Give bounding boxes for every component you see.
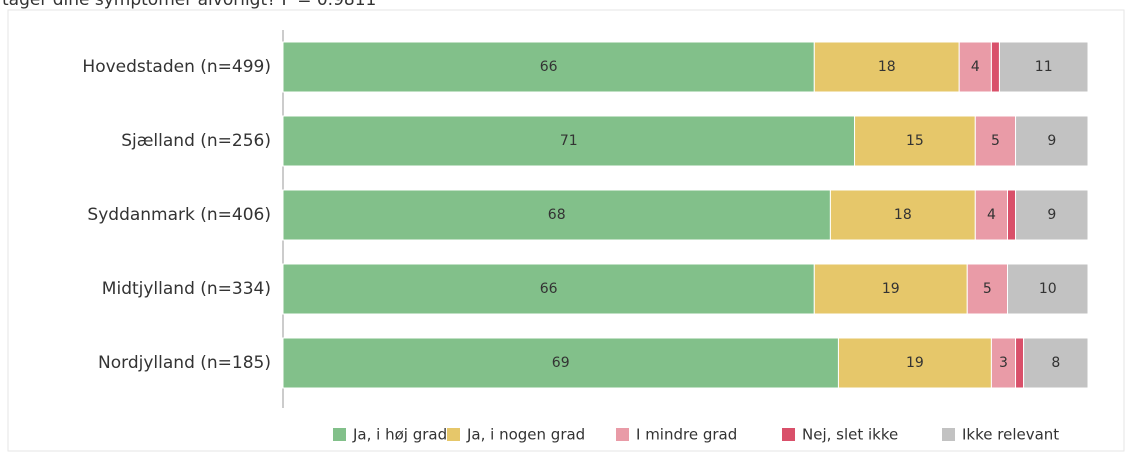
y-tick-label: Hovedstaden (n=499) — [82, 57, 271, 77]
legend-label: Ja, i høj grad — [352, 426, 447, 444]
data-label: 69 — [552, 355, 570, 371]
bar-segment — [974, 115, 1017, 167]
data-label: 11 — [1035, 59, 1053, 75]
bar-segment — [854, 115, 976, 167]
bar-segment — [813, 263, 968, 315]
data-label: 5 — [983, 281, 992, 297]
legend-swatch — [782, 428, 795, 441]
bar-segment — [1023, 337, 1089, 389]
y-tick-label: Nordjylland (n=185) — [98, 353, 271, 373]
data-label: 15 — [906, 133, 924, 149]
data-label: 9 — [1047, 207, 1056, 223]
bar-segment — [974, 189, 1008, 241]
y-tick-label: Sjælland (n=256) — [121, 131, 271, 151]
data-label: 18 — [878, 59, 896, 75]
data-label: 18 — [894, 207, 912, 223]
data-label: 19 — [906, 355, 924, 371]
legend-label: I mindre grad — [636, 426, 737, 444]
bar-segment — [282, 41, 815, 93]
bar-segment — [1015, 115, 1089, 167]
data-label: 10 — [1039, 281, 1057, 297]
bar-segment — [1015, 189, 1089, 241]
y-tick-label: Midtjylland (n=334) — [102, 279, 271, 299]
bar-segment — [282, 189, 831, 241]
bar-segment — [282, 263, 815, 315]
data-label: 4 — [971, 59, 980, 75]
data-label: 9 — [1047, 133, 1056, 149]
bar-segment — [1007, 189, 1017, 241]
chart-title: tager dine symptomer alvorligt? P = 0.98… — [2, 0, 376, 10]
bar-segment — [990, 41, 1000, 93]
legend-swatch — [942, 428, 955, 441]
bar-segment — [958, 41, 992, 93]
data-label: 71 — [560, 133, 578, 149]
bar-segment — [990, 337, 1017, 389]
chart-frame — [7, 9, 1125, 452]
data-label: 4 — [987, 207, 996, 223]
bar-segment — [966, 263, 1008, 315]
y-tick-label: Syddanmark (n=406) — [87, 205, 271, 225]
bar-segment — [1015, 337, 1025, 389]
data-label: 19 — [882, 281, 900, 297]
legend-label: Ja, i nogen grad — [466, 426, 585, 444]
data-label: 66 — [540, 59, 558, 75]
legend-swatch — [616, 428, 629, 441]
data-label: 66 — [540, 281, 558, 297]
data-label: 8 — [1051, 355, 1060, 371]
bar-segment — [282, 115, 856, 167]
legend-label: Ikke relevant — [962, 426, 1059, 444]
legend-swatch — [447, 428, 460, 441]
bar-segment — [998, 41, 1089, 93]
bar-segment — [1007, 263, 1089, 315]
data-label: 5 — [991, 133, 1000, 149]
data-label: 68 — [548, 207, 566, 223]
legend-swatch — [333, 428, 346, 441]
data-label: 3 — [999, 355, 1008, 371]
bar-segment — [282, 337, 839, 389]
legend-label: Nej, slet ikke — [802, 426, 898, 444]
bar-segment — [837, 337, 992, 389]
